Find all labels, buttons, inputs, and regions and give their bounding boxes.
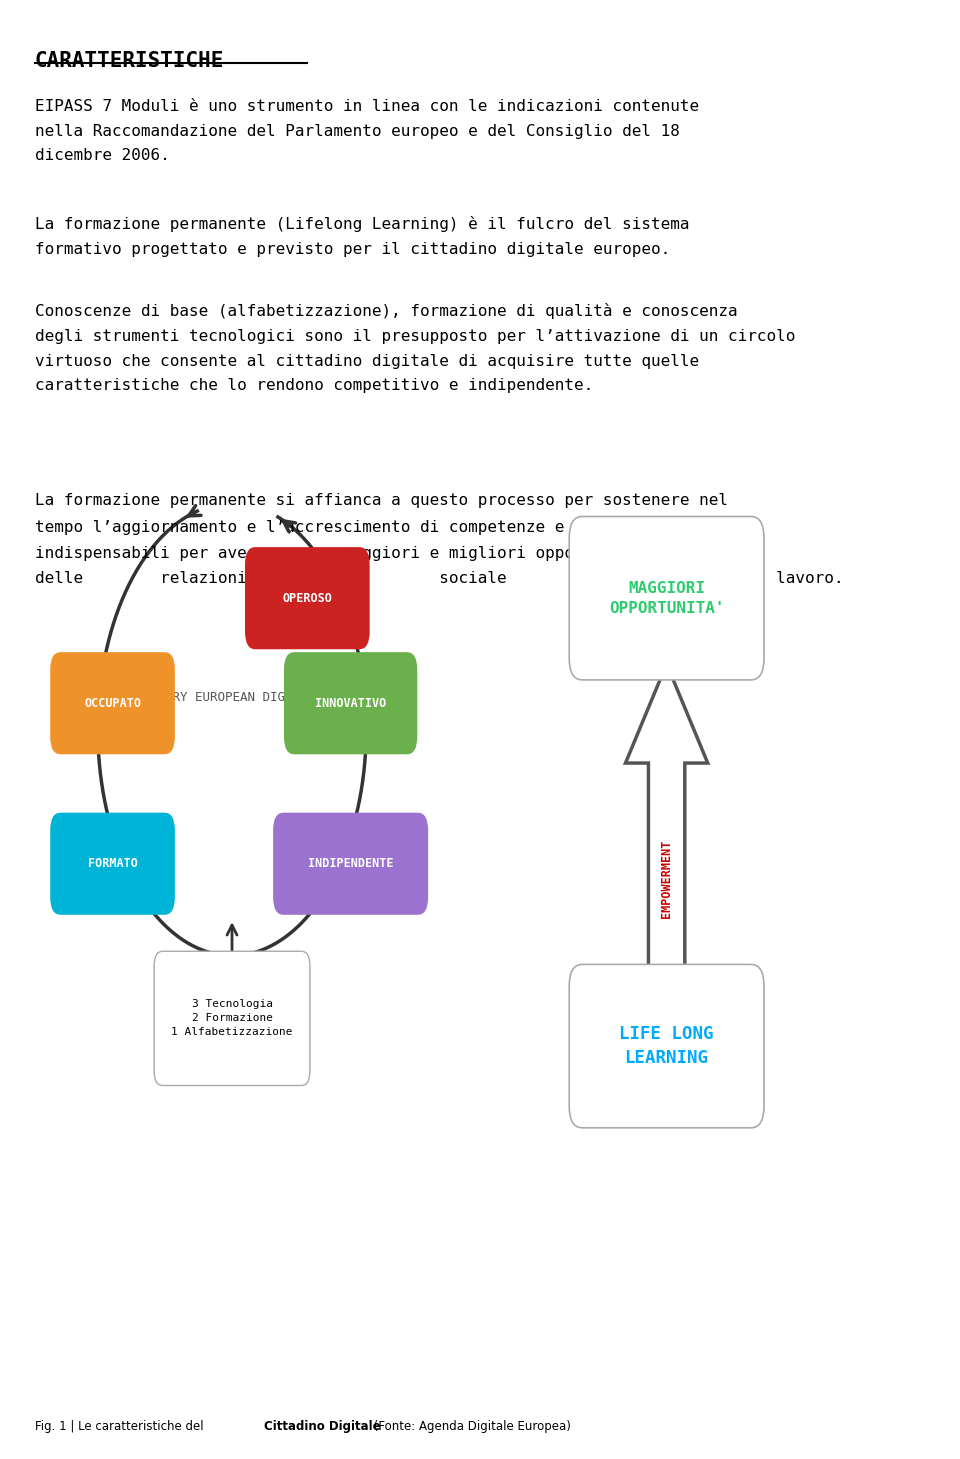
FancyBboxPatch shape [569,964,764,1128]
Polygon shape [626,664,708,995]
Text: Cittadino Digitale: Cittadino Digitale [264,1420,381,1433]
Text: EIPASS 7 Moduli è uno strumento in linea con le indicazioni contenute
nella Racc: EIPASS 7 Moduli è uno strumento in linea… [35,99,699,163]
FancyBboxPatch shape [284,652,418,754]
Text: FORMATO: FORMATO [87,858,137,870]
Text: INDIPENDENTE: INDIPENDENTE [308,858,394,870]
Text: EVERY EUROPEAN DIGITAL: EVERY EUROPEAN DIGITAL [150,692,315,703]
Text: La formazione permanente si affianca a questo processo per sostenere nel
tempo l: La formazione permanente si affianca a q… [35,493,843,585]
Text: La formazione permanente (Lifelong Learning) è il fulcro del sistema
formativo p: La formazione permanente (Lifelong Learn… [35,216,689,257]
Text: (Fonte: Agenda Digitale Europea): (Fonte: Agenda Digitale Europea) [370,1420,570,1433]
FancyBboxPatch shape [155,951,310,1085]
FancyBboxPatch shape [50,813,175,915]
Text: INNOVATIVO: INNOVATIVO [315,697,386,709]
FancyBboxPatch shape [50,652,175,754]
Text: Conoscenze di base (alfabetizzazione), formazione di qualità e conoscenza
degli : Conoscenze di base (alfabetizzazione), f… [35,303,795,394]
Text: OPEROSO: OPEROSO [282,592,332,604]
FancyBboxPatch shape [569,516,764,680]
Text: Fig. 1 | Le caratteristiche del: Fig. 1 | Le caratteristiche del [35,1420,207,1433]
FancyBboxPatch shape [245,547,370,649]
FancyBboxPatch shape [274,813,428,915]
Text: CARATTERISTICHE: CARATTERISTICHE [35,51,224,71]
Text: 3 Tecnologia
2 Formazione
1 Alfabetizzazione: 3 Tecnologia 2 Formazione 1 Alfabetizzaz… [171,999,293,1037]
Text: OCCUPATO: OCCUPATO [84,697,141,709]
Text: EMPOWERMENT: EMPOWERMENT [660,840,673,918]
Text: MAGGIORI
OPPORTUNITA': MAGGIORI OPPORTUNITA' [609,581,725,616]
Text: LIFE LONG
LEARNING: LIFE LONG LEARNING [619,1026,714,1067]
